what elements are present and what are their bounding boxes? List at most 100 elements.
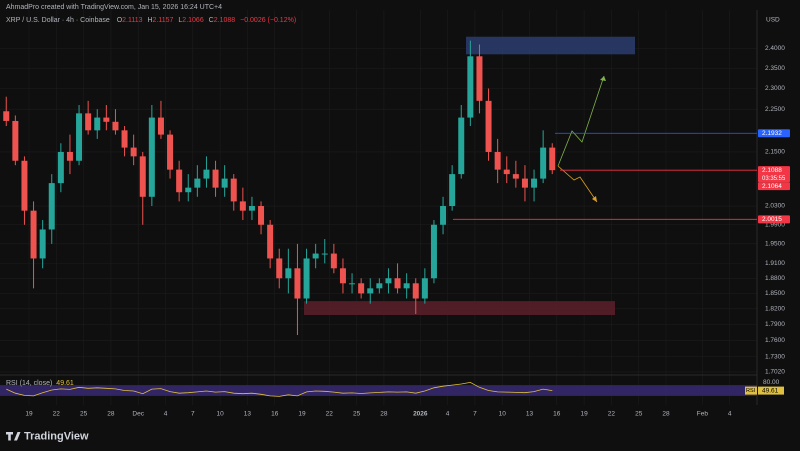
candle-body: [167, 134, 174, 170]
logo-mark: [6, 432, 21, 441]
x-tick-label: 28: [380, 411, 388, 418]
price-badge: [758, 129, 790, 138]
rsi-legend: RSI (14, close) 49.61: [6, 380, 74, 387]
candle-body: [12, 120, 19, 161]
candle-body: [512, 174, 519, 179]
ohlc-value: 2.1113: [122, 17, 142, 24]
zone: [466, 36, 635, 55]
y-tick-label: 1.8500: [765, 290, 785, 297]
price-badge: [758, 182, 790, 191]
candle-body: [57, 151, 64, 184]
candle-body: [66, 151, 73, 161]
ohlc-label: O: [117, 17, 123, 24]
x-tick-label: 22: [53, 411, 61, 418]
candle-body: [476, 56, 483, 101]
y-tick-label: 2.3500: [765, 65, 785, 72]
candle-body: [221, 178, 228, 188]
y-tick-label: 2.4000: [765, 45, 785, 52]
candle-body: [148, 117, 155, 197]
x-tick-label: 13: [244, 411, 252, 418]
candle-body: [230, 178, 237, 202]
x-tick-label: 10: [499, 411, 507, 418]
candle-body: [303, 258, 310, 299]
candle-body: [76, 113, 83, 161]
x-tick-label: 4: [728, 411, 732, 418]
candle-body: [85, 113, 92, 131]
x-tick-label: Dec: [132, 411, 144, 418]
x-tick-label: 28: [662, 411, 670, 418]
candle-body: [112, 121, 119, 131]
arrow-head: [592, 196, 597, 202]
x-tick-label: 4: [164, 411, 168, 418]
candle-body: [349, 283, 356, 285]
ohlc-label: C: [209, 17, 214, 24]
price-badge: [758, 215, 790, 224]
candle-body: [494, 151, 501, 170]
symbol: XRP / U.S. Dollar · 4h · Coinbase: [6, 17, 110, 24]
candle-body: [467, 56, 474, 118]
candle-body: [276, 258, 283, 279]
candle-body: [412, 283, 419, 299]
projection-up: [557, 75, 605, 167]
candle-body: [312, 253, 319, 259]
candle-body: [139, 156, 146, 197]
x-tick-label: 19: [25, 411, 33, 418]
y-tick-label: 1.9500: [765, 241, 785, 248]
candle-body: [521, 178, 528, 188]
candle-body: [367, 288, 374, 294]
candle-body: [121, 130, 128, 148]
candle-body: [130, 147, 137, 157]
candle-body: [503, 169, 510, 175]
y-tick-label: 2.1500: [765, 149, 785, 156]
arrow-head: [600, 76, 606, 81]
y-tick-label: 1.7600: [765, 337, 785, 344]
candle-body: [430, 224, 437, 279]
y-tick-label: 2.0300: [765, 203, 785, 210]
rsi-name: RSI: [746, 388, 756, 394]
x-tick-label: 7: [473, 411, 477, 418]
candle-body: [458, 117, 465, 175]
y-tick-label: 1.9100: [765, 260, 785, 267]
x-tick-label: 7: [191, 411, 195, 418]
grid: [0, 10, 757, 405]
candle-body: [21, 160, 28, 211]
projection-down: [557, 165, 598, 203]
candle-body: [540, 147, 547, 179]
rsi-line: [6, 381, 553, 397]
candle-body: [103, 117, 110, 122]
candle-body: [403, 283, 410, 289]
candle-body: [3, 111, 10, 121]
rsi-last: 49.61: [56, 380, 74, 387]
candle-body: [330, 253, 337, 269]
candle-body: [48, 183, 55, 230]
candle-body: [185, 187, 192, 193]
y-tick-label: 2.2500: [765, 106, 785, 113]
candle-body: [294, 268, 301, 299]
x-tick-label: 25: [353, 411, 361, 418]
candle-body: [39, 229, 46, 259]
candle-body: [267, 224, 274, 259]
price-label: 2.1088: [762, 167, 782, 174]
price-label: 2.1064: [762, 183, 782, 190]
x-tick-label: 28: [107, 411, 115, 418]
countdown: 03:35:55: [762, 176, 786, 182]
x-tick-label: 4: [446, 411, 450, 418]
y-tick-label: 1.8200: [765, 306, 785, 313]
x-tick-label: 10: [216, 411, 224, 418]
rsi-band: [0, 385, 757, 396]
candle-body: [549, 147, 556, 171]
logo: TradingView: [6, 430, 89, 442]
candle-body: [194, 178, 201, 188]
candle-body: [485, 100, 492, 152]
candle-body: [30, 210, 37, 259]
y-tick-label: 1.9900: [765, 221, 785, 228]
chart-title: AhmadPro created with TradingView.com, J…: [6, 4, 222, 11]
candle-body: [258, 206, 265, 225]
candle-body: [339, 268, 346, 284]
candle-body: [376, 283, 383, 289]
candle-body: [385, 278, 392, 284]
x-tick-label: 16: [553, 411, 561, 418]
x-tick-label: 22: [608, 411, 616, 418]
candle-body: [239, 201, 246, 211]
